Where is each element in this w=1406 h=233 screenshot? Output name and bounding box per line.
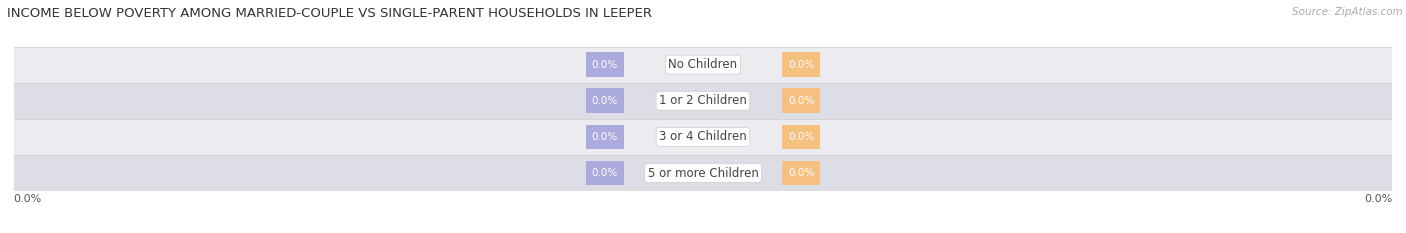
Text: 0.0%: 0.0% [592,96,619,106]
Text: 0.0%: 0.0% [592,168,619,178]
Bar [14,83,1392,119]
Text: 0.0%: 0.0% [592,132,619,142]
Bar [14,119,1392,155]
Bar [782,161,820,185]
Text: 0.0%: 0.0% [787,96,814,106]
Text: Source: ZipAtlas.com: Source: ZipAtlas.com [1292,7,1403,17]
Bar [586,89,624,113]
Text: 3 or 4 Children: 3 or 4 Children [659,130,747,143]
Bar [14,47,1392,83]
Text: 0.0%: 0.0% [787,60,814,70]
Text: 5 or more Children: 5 or more Children [648,167,758,179]
Bar [782,52,820,77]
Bar [586,52,624,77]
Bar [782,89,820,113]
Text: 1 or 2 Children: 1 or 2 Children [659,94,747,107]
Bar [14,155,1392,191]
Text: No Children: No Children [668,58,738,71]
Bar [782,125,820,149]
Text: 0.0%: 0.0% [787,168,814,178]
Text: INCOME BELOW POVERTY AMONG MARRIED-COUPLE VS SINGLE-PARENT HOUSEHOLDS IN LEEPER: INCOME BELOW POVERTY AMONG MARRIED-COUPL… [7,7,652,20]
Text: 0.0%: 0.0% [787,132,814,142]
Text: 0.0%: 0.0% [592,60,619,70]
Bar [586,125,624,149]
Bar [586,161,624,185]
